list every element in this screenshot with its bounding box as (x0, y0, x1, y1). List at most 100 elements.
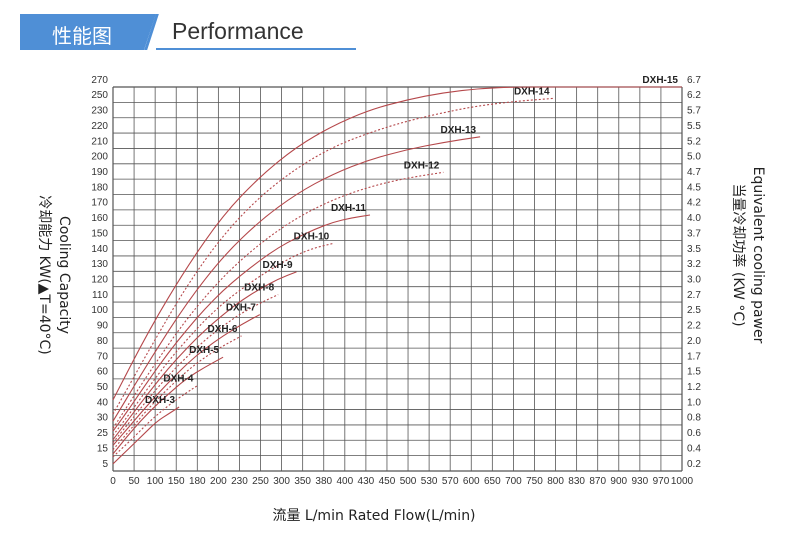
y-left-tick-label: 80 (97, 336, 109, 347)
y-left-tick-label: 160 (91, 213, 108, 224)
curve-dxh-15 (112, 86, 682, 401)
y-left-axis-title: 冷却能力 KW(▲T=40°C) Cooling Capacity (36, 195, 72, 355)
label-dxh-15: DXH-15 (642, 75, 678, 86)
label-dxh-10: DXH-10 (294, 231, 330, 242)
x-tick-label: 400 (336, 476, 353, 487)
y-right-tick-label: 2.2 (687, 321, 701, 332)
y-left-tick-label: 150 (91, 228, 108, 239)
y-left-tick-label: 270 (91, 75, 108, 86)
y-right-tick-label: 1.7 (687, 351, 701, 362)
y-left-tick-label: 50 (97, 382, 109, 393)
label-dxh-6: DXH-6 (207, 324, 237, 335)
label-dxh-12: DXH-12 (404, 160, 440, 171)
x-tick-label: 450 (379, 476, 396, 487)
y-right-tick-label: 0.6 (687, 428, 701, 439)
curve-dxh-8 (112, 294, 279, 443)
y-left-tick-label: 90 (97, 321, 109, 332)
x-tick-label: 870 (589, 476, 606, 487)
x-tick-label: 800 (547, 476, 564, 487)
y-right-tick-label: 1.2 (687, 382, 701, 393)
y-left-tick-label: 230 (91, 106, 108, 117)
x-tick-label: 750 (526, 476, 543, 487)
y-left-tick-label: 140 (91, 244, 108, 255)
curve-dxh-7 (112, 314, 261, 446)
x-tick-label: 650 (484, 476, 501, 487)
header-tab (20, 14, 156, 50)
label-dxh-8: DXH-8 (244, 283, 274, 294)
x-tick-label: 430 (358, 476, 375, 487)
chart-curves (112, 86, 682, 465)
y-right-tick-label: 5.2 (687, 136, 701, 147)
y-left-title-line1: 冷却能力 KW(▲T=40°C) (36, 195, 52, 355)
y-left-tick-label: 70 (97, 351, 109, 362)
y-right-tick-label: 4.7 (687, 167, 701, 178)
y-left-tick-label: 190 (91, 167, 108, 178)
label-dxh-14: DXH-14 (514, 86, 550, 97)
y-left-tick-label: 210 (91, 136, 108, 147)
x-tick-label: 830 (568, 476, 585, 487)
x-tick-label: 230 (231, 476, 248, 487)
curve-dxh-6 (112, 335, 242, 451)
x-tick-label: 250 (252, 476, 269, 487)
x-tick-label: 150 (168, 476, 185, 487)
x-tick-label: 970 (653, 476, 670, 487)
y-right-tick-label: 0.8 (687, 413, 701, 424)
curve-dxh-3 (112, 406, 180, 465)
curve-dxh-12 (112, 171, 444, 429)
x-tick-label: 700 (505, 476, 522, 487)
header-title: Performance (172, 18, 304, 44)
y-left-tick-label: 130 (91, 259, 108, 270)
label-dxh-5: DXH-5 (189, 345, 219, 356)
y-left-title-line2: Cooling Capacity (56, 216, 72, 334)
x-tick-label: 100 (147, 476, 164, 487)
y-left-axis-ticks: 5 15 25 30 40 50 60 70 80 90 100 110 120 130 140 150 160… (91, 75, 108, 470)
label-dxh-7: DXH-7 (226, 303, 256, 314)
x-tick-label: 0 (110, 476, 116, 487)
y-right-title-line2: 当量冷却功率 (KW °C) (730, 183, 747, 326)
y-left-tick-label: 120 (91, 275, 108, 286)
y-right-tick-label: 2.5 (687, 305, 701, 316)
y-right-axis-title: Equivalent cooling pawer 当量冷却功率 (KW °C) (730, 167, 766, 344)
y-left-tick-label: 100 (91, 305, 108, 316)
x-tick-label: 200 (210, 476, 227, 487)
label-dxh-3: DXH-3 (145, 395, 175, 406)
y-right-tick-label: 0.4 (687, 443, 701, 454)
x-tick-label: 380 (315, 476, 332, 487)
curve-dxh-4 (112, 385, 198, 458)
y-left-tick-label: 25 (97, 428, 109, 439)
y-right-tick-label: 3.5 (687, 244, 701, 255)
y-left-tick-label: 250 (91, 90, 108, 101)
y-right-tick-label: 3.2 (687, 259, 701, 270)
y-right-tick-label: 1.0 (687, 397, 701, 408)
label-dxh-13: DXH-13 (441, 125, 477, 136)
y-left-tick-label: 200 (91, 152, 108, 163)
y-right-axis-ticks: 0.2 0.4 0.6 0.8 1.0 1.2 1.5 1.7 2.0 2.2 2.5 2.7 3.0 3… (687, 75, 701, 470)
chart-grid (112, 86, 683, 472)
x-axis-ticks: 0 50 100 150 180 200 230 250 300 350 380 400 430 450 5… (110, 476, 693, 487)
y-left-tick-label: 60 (97, 367, 109, 378)
y-right-tick-label: 2.7 (687, 290, 701, 301)
y-left-tick-label: 110 (92, 290, 108, 301)
y-left-tick-label: 15 (97, 443, 109, 454)
x-tick-label: 500 (400, 476, 417, 487)
y-right-tick-label: 5.5 (687, 121, 701, 132)
y-right-tick-label: 0.2 (687, 459, 701, 470)
x-axis-title: 流量 L/min Rated Flow(L/min) (272, 508, 475, 524)
curve-dxh-9 (112, 271, 297, 441)
label-dxh-4: DXH-4 (163, 374, 193, 385)
x-tick-label: 600 (463, 476, 480, 487)
x-tick-label: 1000 (671, 476, 694, 487)
y-right-tick-label: 6.2 (687, 90, 701, 101)
x-tick-label: 530 (421, 476, 438, 487)
y-right-tick-label: 5.0 (687, 152, 701, 163)
x-tick-label: 930 (632, 476, 649, 487)
y-right-title-line1: Equivalent cooling pawer (750, 167, 766, 344)
y-right-tick-label: 4.5 (687, 182, 701, 193)
y-left-tick-label: 40 (97, 397, 109, 408)
y-right-tick-label: 5.7 (687, 106, 701, 117)
y-right-tick-label: 2.0 (687, 336, 701, 347)
series-labels: DXH-3 DXH-4 DXH-5 DXH-6 DXH-7 DXH-8 DXH-9 DXH-1… (145, 75, 678, 406)
y-right-tick-label: 4.0 (687, 213, 701, 224)
y-left-tick-label: 5 (102, 459, 108, 470)
label-dxh-9: DXH-9 (263, 260, 293, 271)
